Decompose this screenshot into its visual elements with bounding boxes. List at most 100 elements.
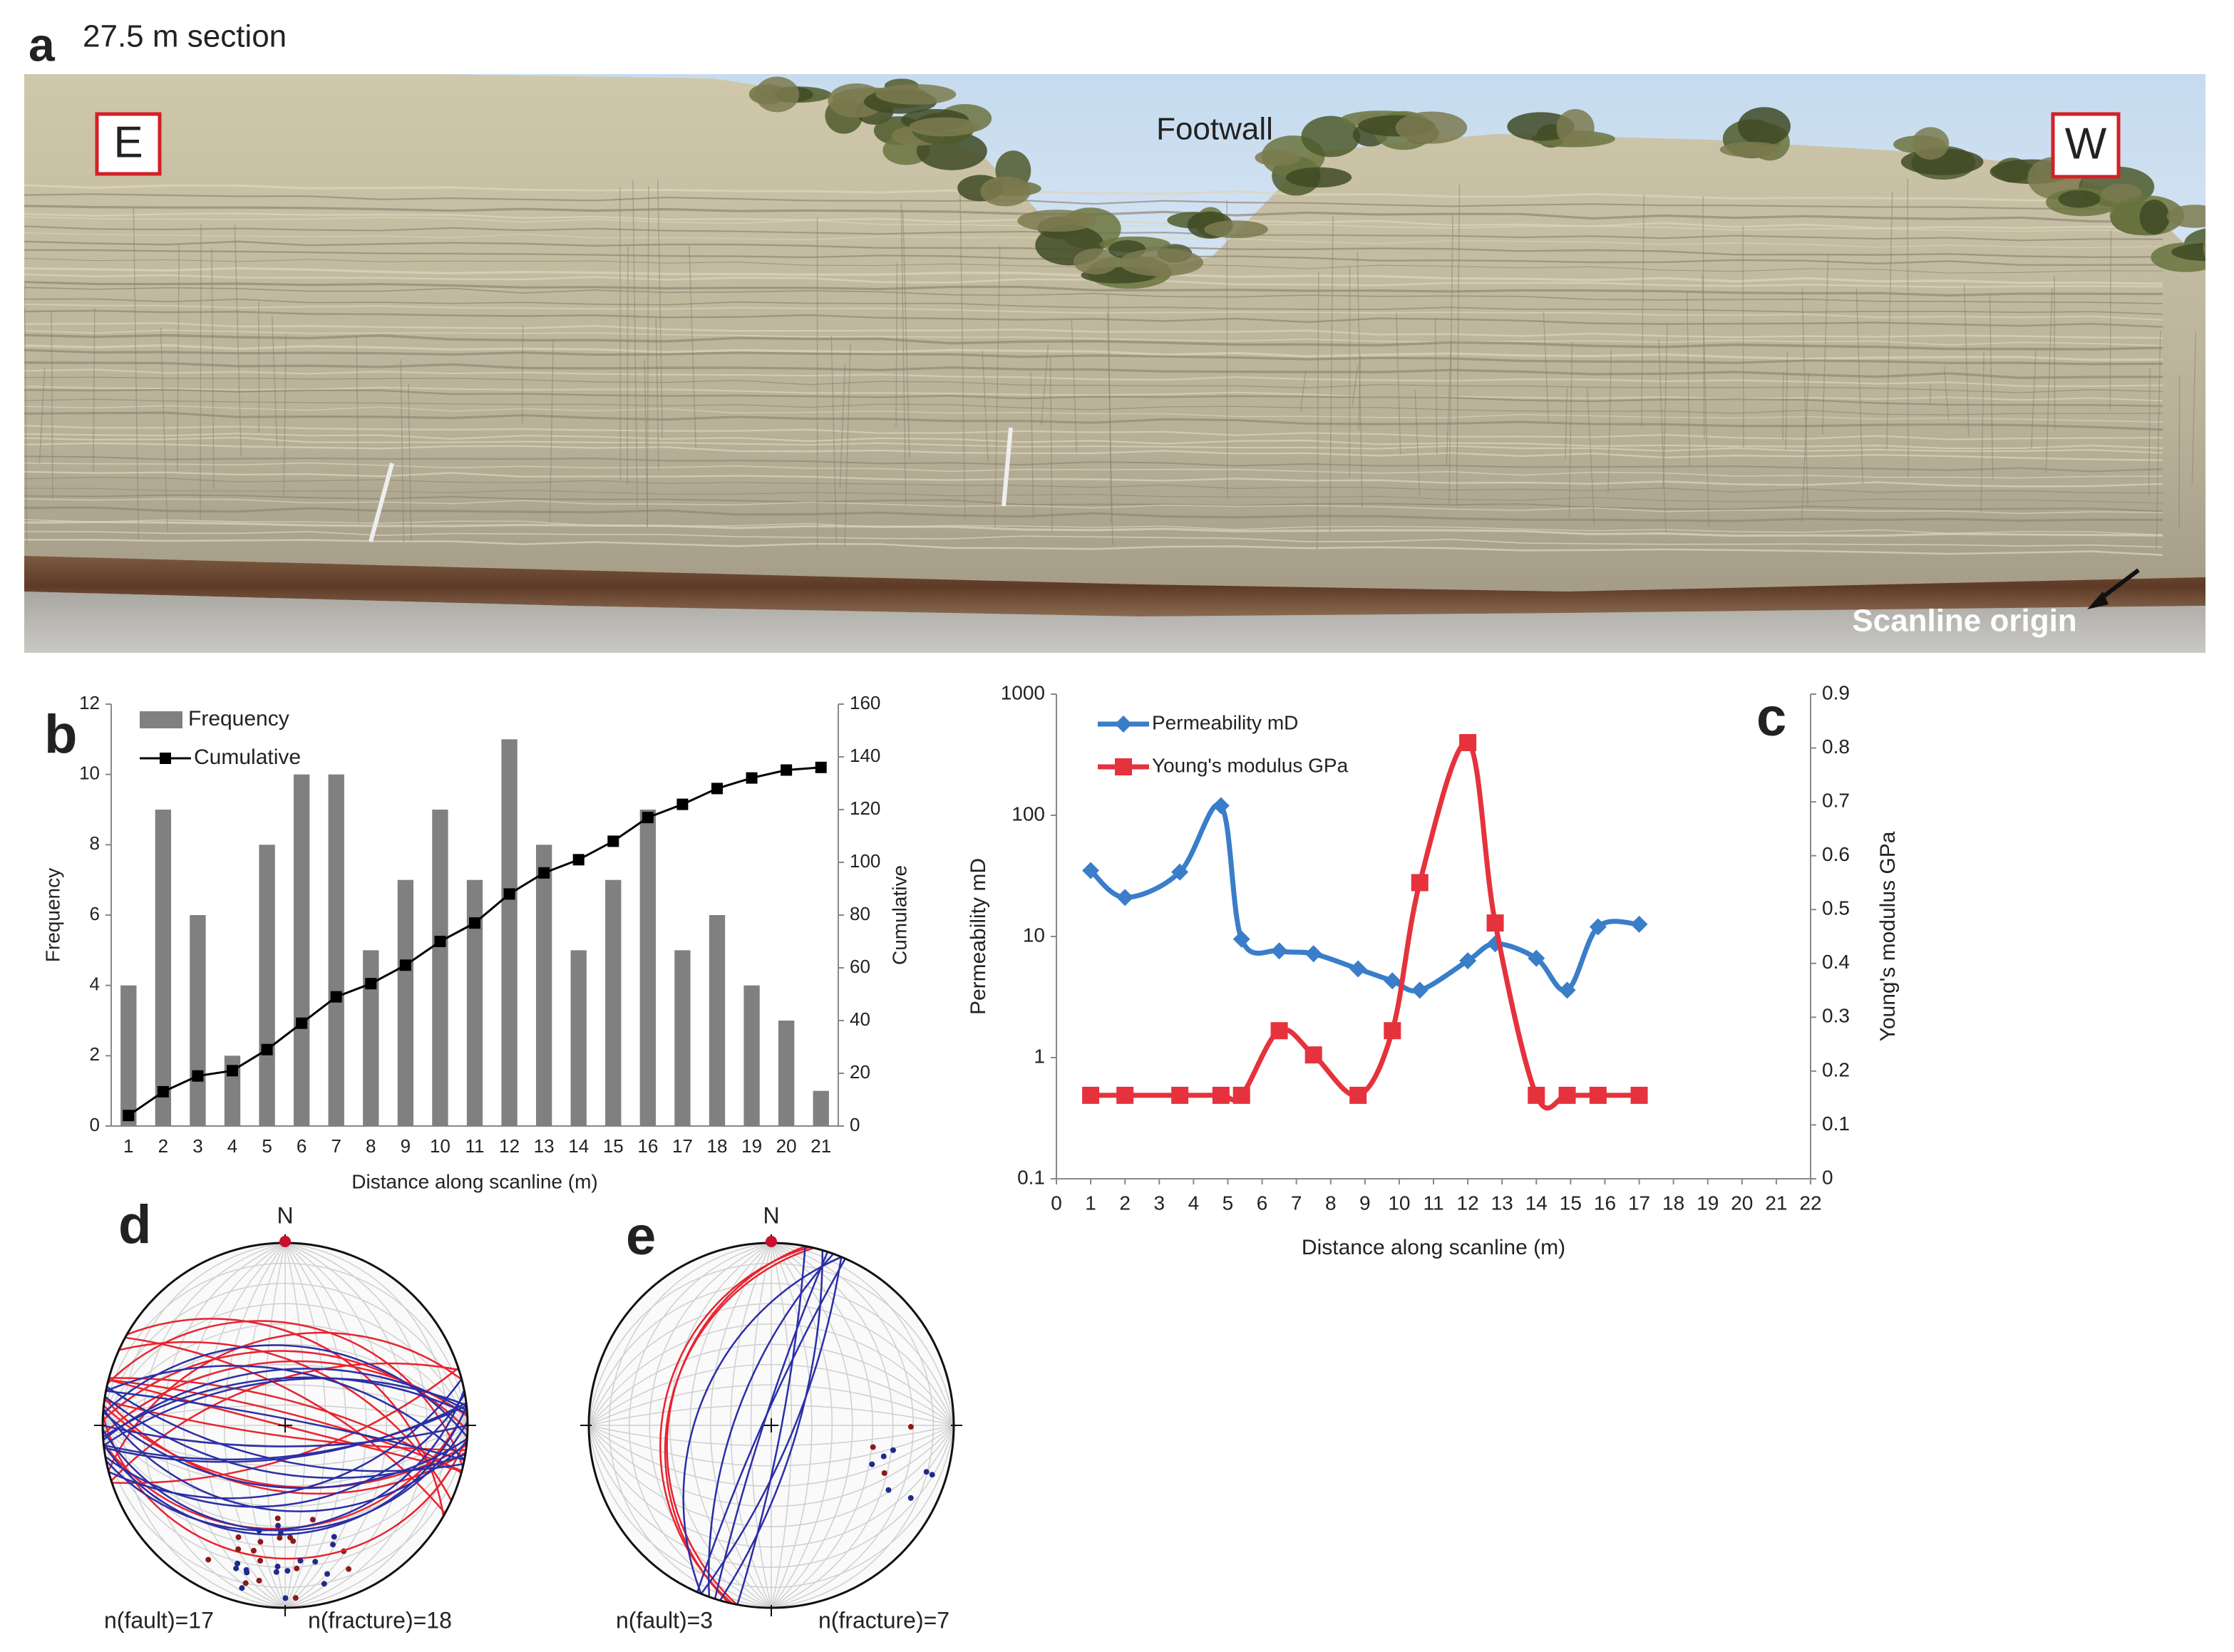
y2-tick-label: 160 (850, 692, 880, 713)
joint (1396, 312, 1401, 455)
marker (192, 1070, 204, 1082)
marker (1232, 930, 1250, 948)
x-tick-label: 14 (568, 1135, 589, 1157)
great-circle (284, 1242, 307, 1609)
great-circle (588, 1425, 954, 1467)
joint (1980, 352, 1985, 513)
joint (1071, 319, 1078, 453)
x-tick-label: 20 (776, 1135, 797, 1157)
y-tick-label: 1 (1034, 1045, 1045, 1067)
shrub (980, 176, 1031, 207)
marker (642, 812, 654, 824)
pole (275, 1522, 282, 1529)
pole (244, 1569, 250, 1576)
pole (923, 1469, 930, 1475)
joint (1641, 194, 1644, 427)
y-tick-label: 0.1 (1017, 1166, 1045, 1188)
great-circle (102, 1344, 468, 1438)
marker (1270, 1022, 1288, 1040)
shrub (875, 84, 957, 105)
x-tick-label: 6 (297, 1135, 307, 1157)
great-circle (588, 1425, 954, 1447)
marker (296, 1017, 308, 1029)
bar (639, 810, 657, 1126)
y2-tick-label: 0.5 (1822, 897, 1850, 919)
stratum (24, 376, 2163, 393)
marker (330, 991, 342, 1003)
marker (1558, 981, 1576, 999)
ruler (369, 463, 394, 542)
great-circle (664, 1246, 815, 1604)
x-tick-label: 13 (1491, 1192, 1513, 1214)
pole (312, 1559, 319, 1565)
vegetation (748, 76, 2205, 289)
pole (257, 1557, 264, 1564)
pole (274, 1564, 281, 1570)
stratum (24, 530, 2163, 548)
y-tick-label: 10 (79, 763, 100, 784)
joint (982, 350, 989, 462)
y2-axis-label: Young's modulus GPa (1876, 831, 1900, 1041)
bar (363, 950, 379, 1126)
stratum (24, 281, 2163, 297)
x-tick-label: 12 (1457, 1192, 1479, 1214)
pole (331, 1534, 337, 1540)
center-cross (278, 1418, 292, 1432)
great-circle (102, 1425, 468, 1507)
marker (538, 867, 550, 879)
marker (1630, 1086, 1648, 1104)
joint (1049, 357, 1053, 532)
joint (51, 311, 53, 500)
stratum (24, 334, 2163, 351)
y-tick-label: 100 (1012, 802, 1045, 825)
marker (1411, 874, 1429, 892)
great-circle (771, 1242, 894, 1609)
stratum (24, 462, 2163, 479)
joint (1352, 365, 1359, 406)
stratum (24, 349, 2163, 366)
x-tick-label: 3 (1153, 1192, 1165, 1214)
fault-count: n(fault)=3 (616, 1607, 713, 1633)
x-tick-label: 20 (1731, 1192, 1753, 1214)
marker (572, 854, 585, 866)
x-tick-label: 19 (741, 1135, 762, 1157)
x-tick-label: 9 (401, 1135, 411, 1157)
pole (324, 1571, 331, 1577)
pole (277, 1530, 284, 1537)
joint (211, 249, 215, 490)
north-dot (279, 1236, 291, 1247)
x-tick-label: 2 (158, 1135, 168, 1157)
bar (535, 845, 552, 1126)
joint (176, 244, 180, 472)
x-tick-label: 10 (430, 1135, 451, 1157)
pole (907, 1424, 914, 1430)
fault-count: n(fault)=17 (104, 1607, 214, 1633)
pole (881, 1470, 887, 1476)
marker (781, 764, 793, 776)
x-tick-label: 22 (1799, 1192, 1821, 1214)
bar (466, 879, 483, 1126)
shrub (755, 76, 800, 113)
pole (205, 1557, 212, 1563)
bar (293, 774, 310, 1126)
great-circle (103, 1405, 468, 1461)
shrub (1719, 141, 1782, 158)
bar (328, 774, 344, 1126)
bar (259, 845, 275, 1126)
pole (233, 1565, 240, 1571)
great-circle (708, 1253, 835, 1597)
pole (256, 1577, 262, 1584)
shrub (2203, 239, 2205, 259)
joint (895, 262, 898, 428)
pole (294, 1565, 300, 1571)
y2-axis-label: Cumulative (888, 865, 910, 965)
joint (1299, 368, 1307, 412)
stratum (24, 388, 2163, 407)
joint (271, 316, 278, 447)
marker (227, 1065, 238, 1077)
x-tick-label: 16 (637, 1135, 658, 1157)
joint (2031, 348, 2037, 449)
legend-label: Young's modulus GPa (1152, 754, 1349, 776)
joint (1963, 284, 1970, 437)
y2-tick-label: 0.8 (1822, 735, 1850, 758)
